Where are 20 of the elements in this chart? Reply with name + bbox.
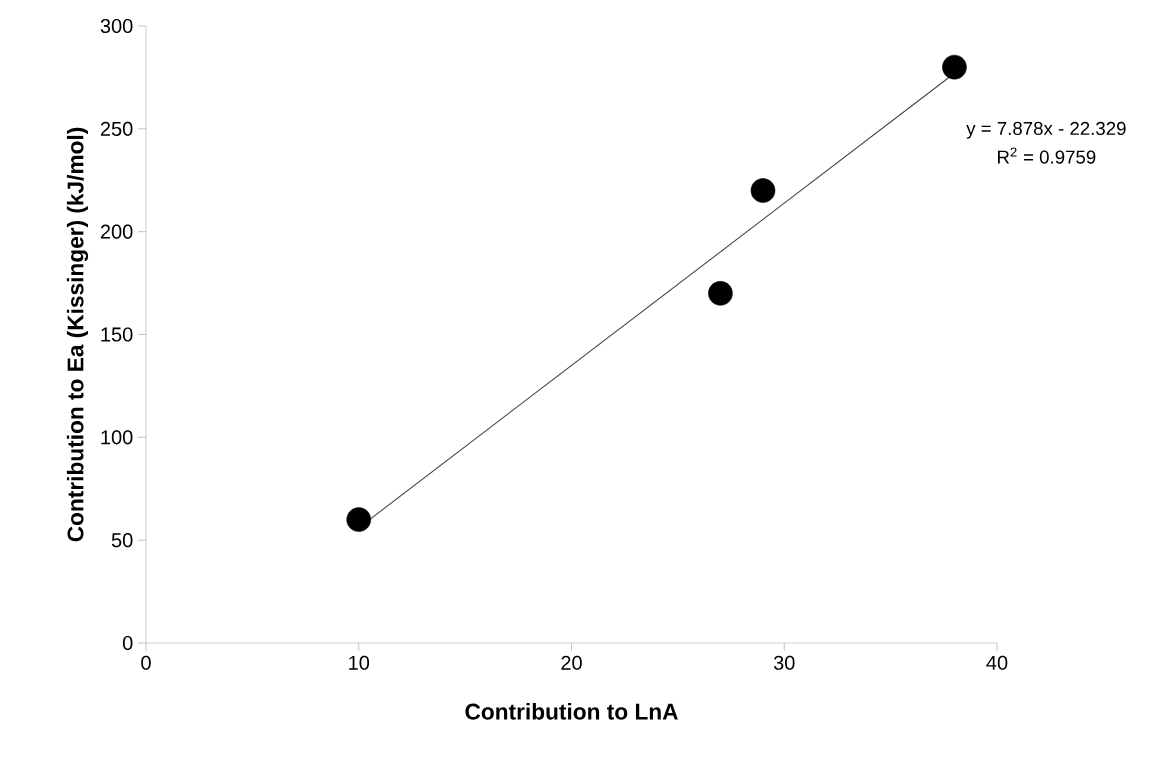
y-tick-label: 50 [111,533,133,548]
text: R$^{2}$ = 0.9759 [998,147,1096,164]
x-tick-label: 0 [141,655,151,670]
y-tick-label: 150 [101,327,133,342]
y-tick-label: 250 [100,121,133,136]
y-tick-label: 200 [100,224,133,239]
x-tick-label: 40 [986,655,1008,670]
point [708,281,733,306]
annotation: y = 7.878x - 22.329 [966,121,1126,139]
x-axis-title: Contribution to LnA [465,703,678,720]
point [346,507,372,532]
x-tick-label: 30 [773,655,795,670]
point [750,178,776,203]
point [942,54,967,80]
y-tick-label: 100 [101,430,133,445]
x-tick-label: 10 [349,655,370,670]
y-axis-title: Contribution to Ea (Kissinger) (kJ/mol) [66,127,89,542]
x-tick-label: 20 [561,655,582,670]
y-tick-label: 0 [122,635,133,651]
y-tick-label: 300 [100,18,133,34]
